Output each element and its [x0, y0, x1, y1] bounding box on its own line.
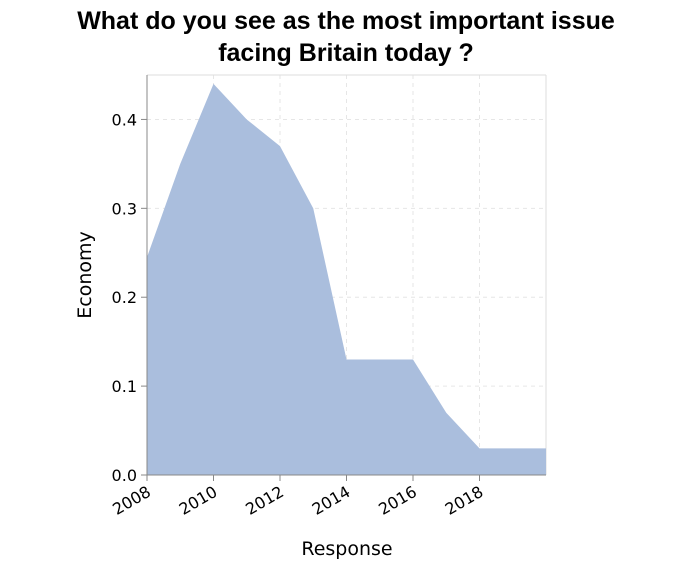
x-axis-ticks: 2008 2010 2012 2014 2016 2018 [109, 475, 487, 519]
x-tick-label-5: 2018 [442, 482, 487, 519]
x-tick-label-3: 2014 [309, 482, 354, 519]
y-axis-ticks: 0.0 0.1 0.2 0.3 0.4 [112, 110, 147, 485]
chart-title-line-2: facing Britain today ? [218, 39, 474, 67]
chart-title: What do you see as the most important is… [77, 7, 615, 67]
x-tick-label-2: 2012 [242, 482, 287, 519]
y-axis-title: Economy [74, 231, 96, 319]
y-tick-label-4: 0.4 [112, 110, 137, 129]
x-tick-label-1: 2010 [176, 482, 221, 519]
y-tick-label-1: 0.1 [112, 377, 137, 396]
x-axis-title: Response [301, 538, 392, 560]
y-tick-label-0: 0.0 [112, 466, 137, 485]
x-tick-label-0: 2008 [109, 482, 154, 519]
area-series-0 [147, 83, 546, 475]
y-tick-label-2: 0.2 [112, 288, 137, 307]
y-tick-label-3: 0.3 [112, 199, 137, 218]
x-tick-label-4: 2016 [375, 482, 420, 519]
chart-title-line-1: What do you see as the most important is… [77, 7, 615, 35]
plot-area [147, 83, 546, 475]
